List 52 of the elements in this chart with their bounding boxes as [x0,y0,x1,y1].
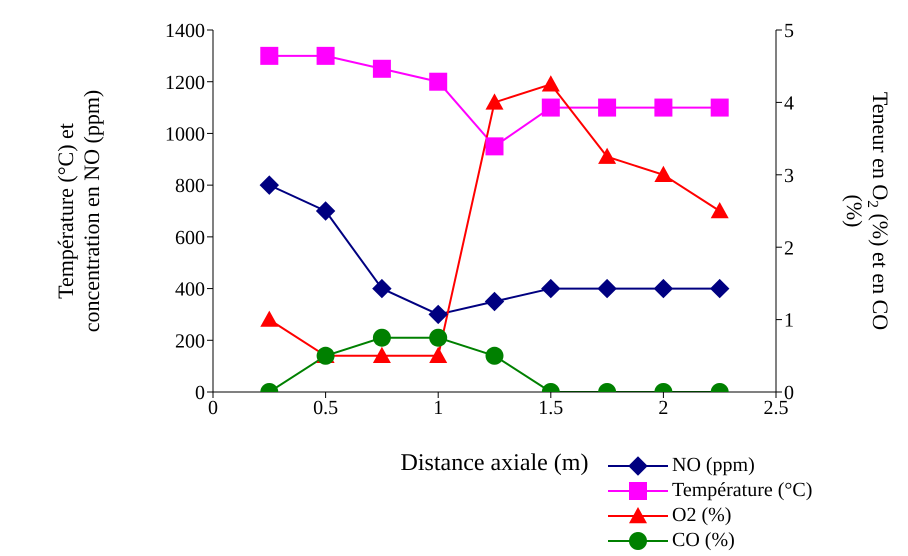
x-tick-label: 0.5 [313,397,338,420]
point [429,328,448,347]
y-tick-label: 1200 [165,72,205,94]
point [260,310,278,327]
point [429,346,448,363]
point [316,202,336,220]
y-tick-label: 600 [175,226,205,249]
point [598,279,617,298]
y-tick-label: 800 [175,175,205,198]
point [654,279,673,298]
x-tick-label: 1 [433,397,444,420]
point [542,75,560,92]
y-axis-title: Température (°C) et concentration en NO (ppm) [52,90,104,332]
point [486,346,504,365]
y2-tick-label: 2 [784,237,794,260]
point [316,46,335,65]
point [486,137,504,156]
point [542,98,560,117]
y-tick-label: 200 [175,330,205,352]
y2-tick-label: 1 [784,310,794,332]
point [372,60,391,78]
y-tick-label: 0 [195,382,205,404]
y-tick-label: 1000 [165,124,205,146]
point [372,279,392,298]
point [260,46,278,65]
y2-tick-label: 5 [784,20,794,42]
point [654,166,672,182]
x-axis-title: Distance axiale (m) [400,450,588,476]
y-tick-label: 1400 [165,20,205,42]
x-tick-label: 1.5 [538,397,564,420]
point [710,98,729,117]
y2-tick-label: 3 [784,164,794,187]
y-tick-label: 400 [175,278,205,301]
legend-label: Température (°C) [672,479,812,502]
legend-label: O2 (%) [672,504,732,527]
point [710,202,729,218]
point [260,176,279,195]
point [372,328,391,347]
point [598,148,616,164]
point [710,279,730,298]
point [372,346,391,363]
point [429,72,448,91]
point [541,279,560,298]
legend-label: CO (%) [672,529,735,552]
point [428,304,448,324]
point [486,93,504,110]
legend-label: NO (ppm) [672,454,755,477]
point [598,98,616,117]
x-tick-label: 2 [658,397,668,420]
y2-tick-label: 4 [784,92,794,114]
point [654,98,672,117]
point [485,292,504,311]
